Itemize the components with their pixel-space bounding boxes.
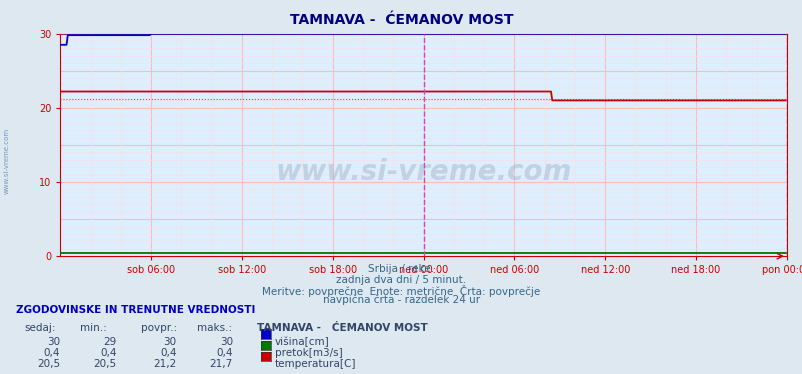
Text: 0,4: 0,4 bbox=[43, 348, 60, 358]
Text: navpična črta - razdelek 24 ur: navpična črta - razdelek 24 ur bbox=[322, 295, 480, 305]
Text: 0,4: 0,4 bbox=[160, 348, 176, 358]
Text: povpr.:: povpr.: bbox=[140, 323, 176, 333]
Text: 30: 30 bbox=[47, 337, 60, 347]
Text: pretok[m3/s]: pretok[m3/s] bbox=[274, 348, 342, 358]
Text: temperatura[C]: temperatura[C] bbox=[274, 359, 355, 370]
Text: TAMNAVA -  ĆEMANOV MOST: TAMNAVA - ĆEMANOV MOST bbox=[290, 13, 512, 27]
Text: 29: 29 bbox=[103, 337, 116, 347]
Text: 30: 30 bbox=[164, 337, 176, 347]
Text: 20,5: 20,5 bbox=[93, 359, 116, 370]
Text: 20,5: 20,5 bbox=[37, 359, 60, 370]
Text: Meritve: povprečne  Enote: metrične  Črta: povprečje: Meritve: povprečne Enote: metrične Črta:… bbox=[262, 285, 540, 297]
Text: www.si-vreme.com: www.si-vreme.com bbox=[275, 157, 571, 186]
Text: 21,7: 21,7 bbox=[209, 359, 233, 370]
Text: Srbija / reke.: Srbija / reke. bbox=[368, 264, 434, 274]
Text: min.:: min.: bbox=[80, 323, 107, 333]
Text: 0,4: 0,4 bbox=[99, 348, 116, 358]
Text: 30: 30 bbox=[220, 337, 233, 347]
Text: višina[cm]: višina[cm] bbox=[274, 337, 329, 347]
Text: sedaj:: sedaj: bbox=[24, 323, 55, 333]
Text: TAMNAVA -   ĆEMANOV MOST: TAMNAVA - ĆEMANOV MOST bbox=[257, 323, 427, 333]
Text: ZGODOVINSKE IN TRENUTNE VREDNOSTI: ZGODOVINSKE IN TRENUTNE VREDNOSTI bbox=[16, 305, 255, 315]
Text: www.si-vreme.com: www.si-vreme.com bbox=[3, 128, 10, 194]
Text: 21,2: 21,2 bbox=[153, 359, 176, 370]
Text: 0,4: 0,4 bbox=[216, 348, 233, 358]
Text: maks.:: maks.: bbox=[196, 323, 232, 333]
Text: zadnja dva dni / 5 minut.: zadnja dva dni / 5 minut. bbox=[336, 275, 466, 285]
